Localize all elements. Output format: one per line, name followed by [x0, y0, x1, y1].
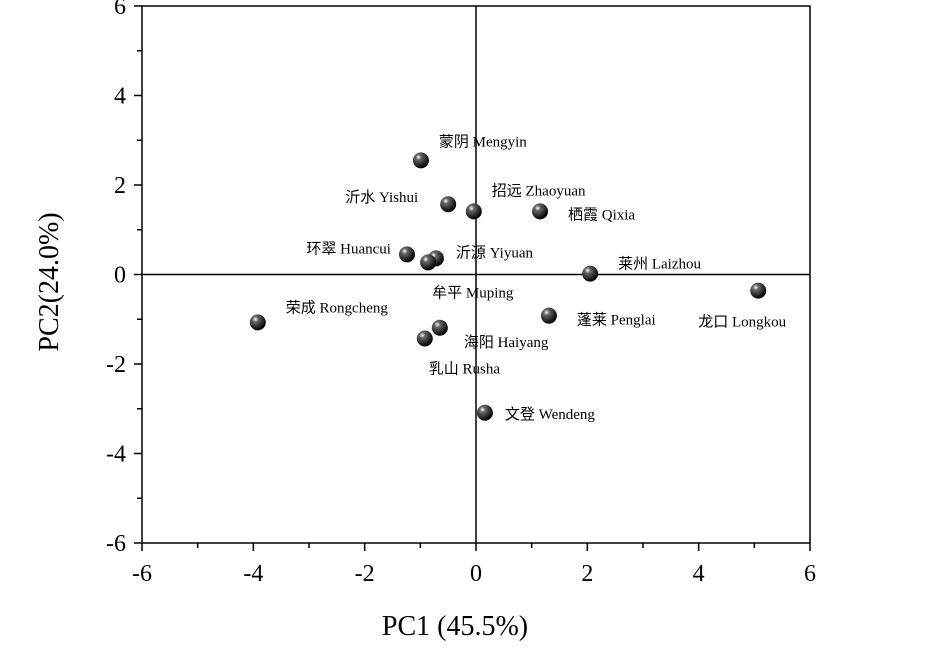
- data-point: 蓬莱 Penglai: [540, 307, 656, 329]
- data-point: 牟平 Muping: [420, 254, 514, 301]
- point-label: 沂源 Yiyuan: [456, 244, 534, 261]
- x-tick-label: 2: [581, 561, 593, 587]
- point-label: 龙口 Longkou: [698, 314, 786, 331]
- x-tick-label: -4: [243, 561, 263, 587]
- point-label: 莱州 Laizhou: [618, 256, 701, 273]
- point-marker: [412, 152, 429, 169]
- y-tick-label: 6: [114, 0, 126, 20]
- point-label: 荣成 Rongcheng: [286, 299, 389, 316]
- data-point: 海阳 Haiyang: [431, 319, 549, 351]
- point-label: 乳山 Rusha: [429, 360, 501, 377]
- point-marker: [398, 246, 415, 263]
- y-tick-label: 2: [114, 173, 126, 199]
- point-label: 海阳 Haiyang: [464, 334, 549, 351]
- point-label: 栖霞 Qixia: [568, 206, 635, 223]
- x-axis-title: PC1 (45.5%): [382, 611, 528, 642]
- data-point: 莱州 Laizhou: [582, 256, 702, 282]
- data-point: 乳山 Rusha: [416, 330, 501, 377]
- point-marker: [431, 319, 448, 336]
- point-label: 牟平 Muping: [432, 284, 514, 301]
- x-tick-label: -6: [132, 561, 152, 587]
- data-point: 沂源 Yiyuan: [427, 244, 534, 267]
- y-tick-label: -4: [106, 442, 126, 468]
- point-marker: [476, 404, 493, 421]
- point-label: 蒙阴 Mengyin: [439, 133, 527, 150]
- data-point: 龙口 Longkou: [698, 282, 787, 331]
- point-marker: [532, 203, 549, 220]
- data-point: 环翠 Huancui: [306, 241, 415, 263]
- y-tick-label: 0: [114, 263, 126, 289]
- point-label: 环翠 Huancui: [306, 241, 391, 257]
- x-tick-label: -2: [355, 561, 375, 587]
- point-marker: [465, 203, 482, 220]
- point-marker: [440, 196, 457, 213]
- point-label: 沂水 Yishui: [345, 189, 418, 206]
- point-marker: [582, 265, 599, 282]
- y-axis-title: PC2(24.0%): [34, 212, 65, 351]
- point-label: 文登 Wendeng: [505, 406, 596, 423]
- point-marker: [750, 282, 767, 299]
- point-marker: [249, 314, 266, 331]
- data-point: 蒙阴 Mengyin: [412, 133, 527, 169]
- x-tick-label: 6: [804, 561, 816, 587]
- data-point: 荣成 Rongcheng: [249, 299, 389, 331]
- y-tick-label: -6: [106, 531, 126, 557]
- point-marker: [540, 307, 557, 324]
- data-point: 栖霞 Qixia: [532, 203, 635, 223]
- data-point: 招远 Zhaoyuan: [465, 182, 586, 220]
- data-point: 文登 Wendeng: [476, 404, 596, 423]
- y-tick-label: -2: [106, 352, 126, 378]
- x-tick-label: 4: [693, 561, 705, 587]
- point-label: 蓬莱 Penglai: [577, 312, 656, 329]
- point-marker: [416, 330, 433, 347]
- x-tick-label: 0: [470, 561, 482, 587]
- point-label: 招远 Zhaoyuan: [492, 182, 586, 199]
- data-point: 沂水 Yishui: [345, 189, 457, 213]
- y-tick-label: 4: [114, 84, 126, 110]
- axes: -6 -4 -2 0 2 4 6 -6 -4 -2 0 2 4 6: [106, 0, 816, 587]
- point-marker: [420, 254, 437, 271]
- data-points: 蒙阴 Mengyin 沂水 Yishui 招远 Zhaoyuan 栖霞 Qixia 环翠…: [249, 133, 787, 423]
